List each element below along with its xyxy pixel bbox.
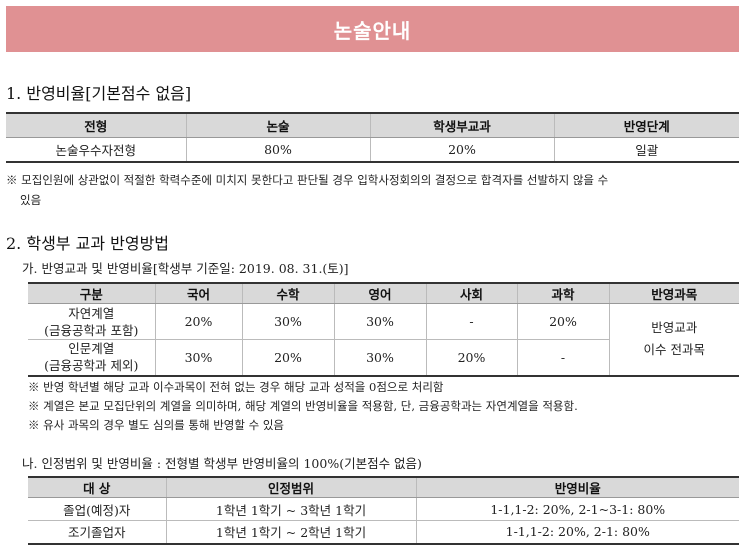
col-header-social: 사회 <box>425 282 517 304</box>
table-cell: 20% <box>425 339 517 377</box>
page-title: 논술안내 <box>333 18 412 43</box>
table-cell: 조기졸업자 <box>28 520 166 545</box>
table-cell: 일괄 <box>553 137 739 163</box>
col-header-type: 전형 <box>6 112 186 138</box>
note-line: ※ 반영 학년별 해당 교과 이수과목이 전혀 없는 경우 해당 교과 성적을 … <box>28 380 444 394</box>
recognition-table: 대 상 인정범위 반영비율 졸업(예정)자 1학년 1학기 ~ 3학년 1학기 … <box>28 476 739 545</box>
note-line: ※ 유사 과목의 경우 별도 심의를 통해 반영할 수 있음 <box>28 418 284 432</box>
table-cell: 20% <box>241 339 334 377</box>
row-label: 인문계열 (금융공학과 제외) <box>28 339 155 377</box>
col-header-division: 구분 <box>28 282 155 304</box>
section1-note: ※ 모집인원에 상관없이 적절한 학력수준에 미치지 못한다고 판단될 경우 입… <box>6 170 608 210</box>
table-row: 조기졸업자 1학년 1학기 ~ 2학년 1학기 1-1,1-2: 20%, 2-… <box>28 520 739 545</box>
table-cell: 1-1,1-2: 20%, 2-1: 80% <box>415 520 739 545</box>
col-header-target: 대 상 <box>28 476 166 498</box>
section1-heading: 1. 반영비율[기본점수 없음] <box>6 84 192 103</box>
col-header-science: 과학 <box>516 282 609 304</box>
table-cell: 1-1,1-2: 20%, 2-1~3-1: 80% <box>415 497 739 521</box>
note-line: 있음 <box>20 193 42 207</box>
table-row: 인문계열 (금융공학과 제외) 30% 20% 30% 20% - <box>28 339 739 377</box>
merged-subjects-cell: 반영교과 이수 전과목 <box>608 303 739 377</box>
ratio-table: 전형 논술 학생부교과 반영단계 논술우수자전형 80% 20% 일괄 <box>6 112 739 163</box>
row-label: 자연계열 (금융공학과 포함) <box>28 303 155 340</box>
col-header-range: 인정범위 <box>165 476 416 498</box>
note-line: ※ 계열은 본교 모집단위의 계열을 의미하며, 해당 계열의 반영비율을 적용… <box>28 399 578 413</box>
subsection-a-title: 가. 반영교과 및 반영비율[학생부 기준일: 2019. 08. 31.(토)… <box>22 261 349 276</box>
table-cell: 30% <box>333 303 426 340</box>
col-header-korean: 국어 <box>154 282 242 304</box>
subsection-b-title: 나. 인정범위 및 반영비율 : 전형별 학생부 반영비율의 100%(기본점수… <box>22 456 422 471</box>
table-cell: 30% <box>154 339 242 377</box>
page-banner: 논술안내 <box>6 6 739 52</box>
col-header-subjects: 반영과목 <box>608 282 739 304</box>
table-row: 졸업(예정)자 1학년 1학기 ~ 3학년 1학기 1-1,1-2: 20%, … <box>28 497 739 521</box>
col-header-essay: 논술 <box>185 112 370 138</box>
note-line: ※ 모집인원에 상관없이 적절한 학력수준에 미치지 못한다고 판단될 경우 입… <box>6 173 609 187</box>
table-cell: - <box>425 303 517 340</box>
col-header-transcript: 학생부교과 <box>369 112 554 138</box>
subject-ratio-table: 구분 국어 수학 영어 사회 과학 반영과목 자연계열 (금융공학과 포함) 2… <box>28 282 739 377</box>
table-row: 논술우수자전형 80% 20% 일괄 <box>6 137 739 163</box>
col-header-math: 수학 <box>241 282 334 304</box>
col-header-stage: 반영단계 <box>553 112 739 138</box>
table-cell: - <box>516 339 609 377</box>
table-row: 자연계열 (금융공학과 포함) 20% 30% 30% - 20% 반영교과 이… <box>28 303 739 377</box>
table-cell: 졸업(예정)자 <box>28 497 166 521</box>
table-cell: 20% <box>516 303 609 340</box>
table-cell: 20% <box>154 303 242 340</box>
col-header-english: 영어 <box>333 282 426 304</box>
table-cell: 논술우수자전형 <box>6 137 186 163</box>
col-header-ratio: 반영비율 <box>415 476 739 498</box>
table-cell: 80% <box>185 137 370 163</box>
table-cell: 30% <box>241 303 334 340</box>
table-cell: 20% <box>369 137 554 163</box>
table-cell: 30% <box>333 339 426 377</box>
table-cell: 1학년 1학기 ~ 2학년 1학기 <box>165 520 416 545</box>
table-cell: 1학년 1학기 ~ 3학년 1학기 <box>165 497 416 521</box>
section2-heading: 2. 학생부 교과 반영방법 <box>6 234 170 253</box>
section2-notes: ※ 반영 학년별 해당 교과 이수과목이 전혀 없는 경우 해당 교과 성적을 … <box>28 378 578 435</box>
